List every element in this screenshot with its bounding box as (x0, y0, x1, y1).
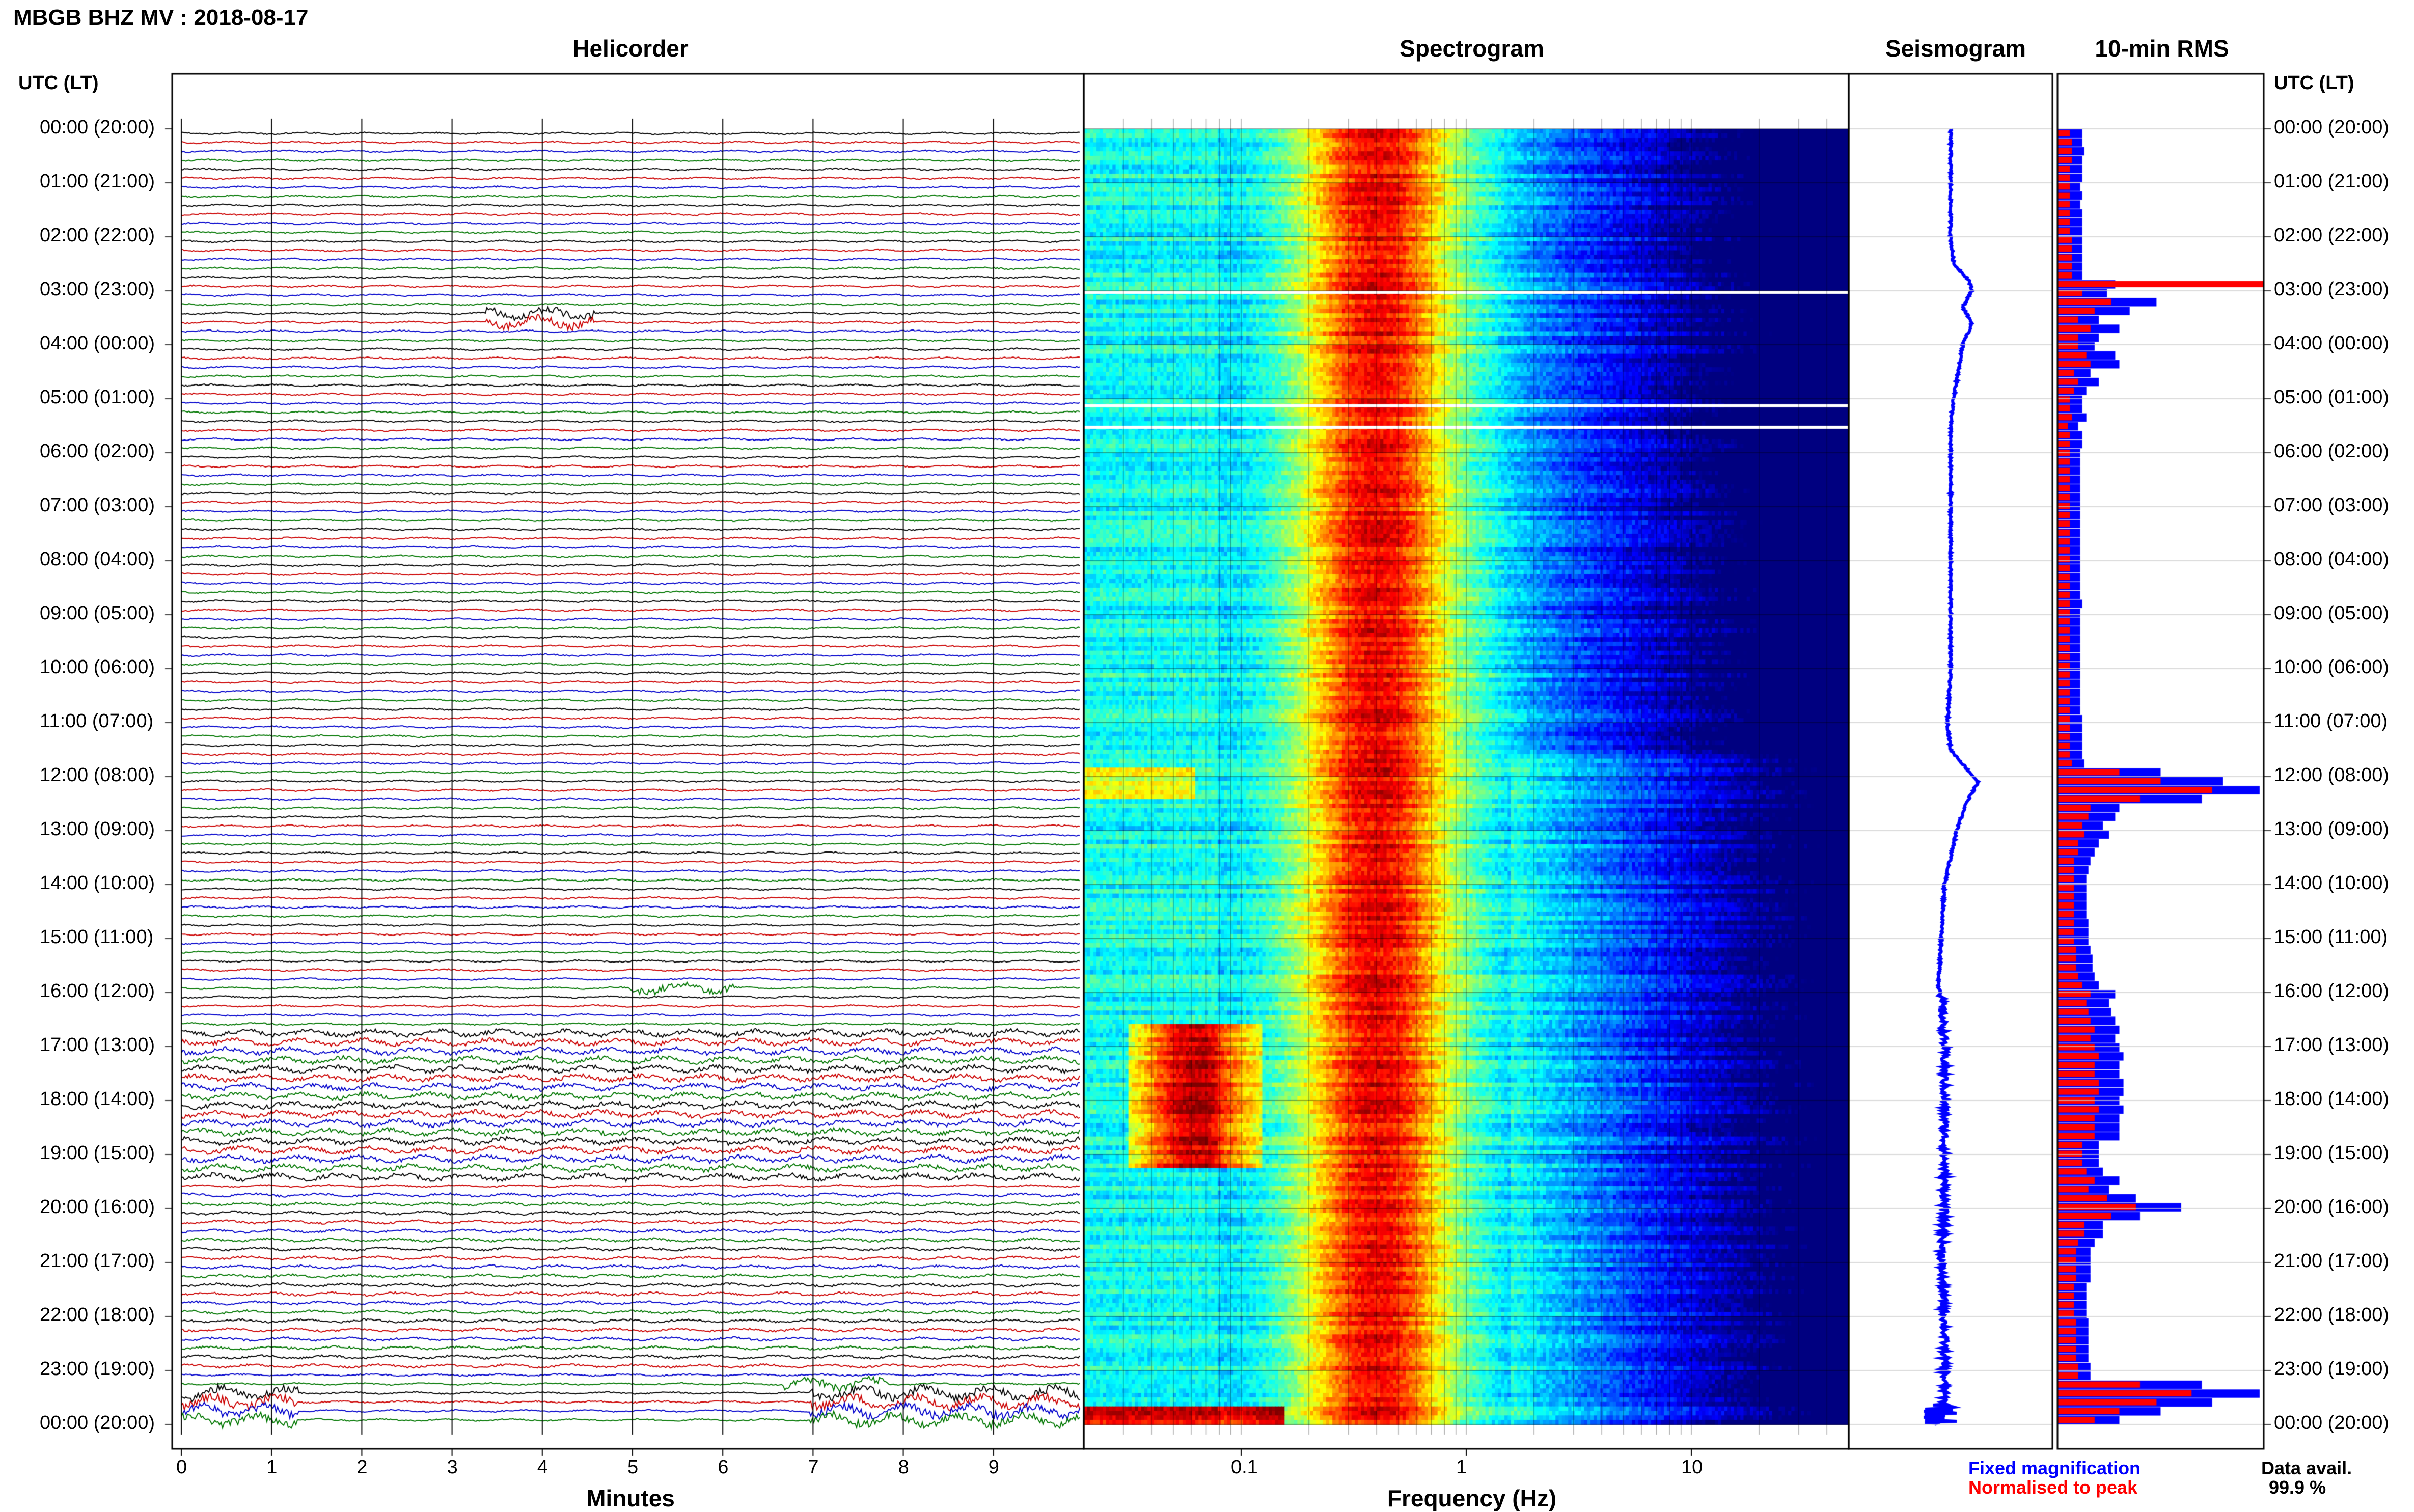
data-avail-label: Data avail. (2261, 1458, 2352, 1478)
time-label-left: 16:00 (12:00) (40, 980, 155, 1002)
spectrogram-title: Spectrogram (1400, 35, 1544, 62)
time-label-left: 07:00 (03:00) (40, 494, 155, 516)
time-label-right: 08:00 (04:00) (2274, 548, 2390, 570)
time-label-right: 14:00 (10:00) (2274, 872, 2390, 894)
station-title: MBGB BHZ MV : 2018-08-17 (13, 5, 309, 30)
time-label-left: 03:00 (23:00) (40, 279, 155, 300)
time-label-right: 00:00 (20:00) (2274, 1412, 2390, 1434)
time-label-left: 02:00 (22:00) (40, 225, 155, 246)
spectrogram-tick-label: 1 (1456, 1456, 1467, 1478)
time-label-right: 21:00 (17:00) (2274, 1250, 2390, 1272)
time-label-left: 23:00 (19:00) (40, 1358, 155, 1380)
time-label-left: 20:00 (16:00) (40, 1196, 155, 1218)
time-label-left: 15:00 (11:00) (40, 926, 154, 948)
data-avail-value: 99.9 % (2269, 1477, 2326, 1498)
time-label-right: 23:00 (19:00) (2274, 1358, 2390, 1380)
time-label-right: 15:00 (11:00) (2274, 926, 2388, 948)
seismogram-title: Seismogram (1885, 35, 2026, 62)
time-label-right: 07:00 (03:00) (2274, 494, 2390, 516)
helicorder-tick-label: 2 (356, 1456, 368, 1478)
time-label-right: 02:00 (22:00) (2274, 225, 2390, 246)
helicorder-tick-label: 3 (447, 1456, 458, 1478)
time-label-left: 06:00 (02:00) (40, 441, 155, 462)
time-label-left: 00:00 (20:00) (40, 117, 155, 138)
legend-fixed: Fixed magnification (1968, 1458, 2141, 1478)
time-label-right: 09:00 (05:00) (2274, 602, 2390, 624)
time-label-right: 17:00 (13:00) (2274, 1034, 2390, 1056)
helicorder-tick-label: 1 (266, 1456, 278, 1478)
time-label-right: 19:00 (15:00) (2274, 1142, 2390, 1164)
spectrogram-xlabel: Frequency (Hz) (1387, 1485, 1557, 1511)
helicorder-xlabel: Minutes (586, 1485, 675, 1511)
helicorder-tick-label: 8 (898, 1456, 909, 1478)
time-label-left: 10:00 (06:00) (40, 656, 155, 678)
time-label-left: 18:00 (14:00) (40, 1088, 155, 1110)
spectrogram-tick-label: 10 (1681, 1456, 1703, 1478)
time-label-left: 14:00 (10:00) (40, 872, 155, 894)
time-label-left: 04:00 (00:00) (40, 333, 155, 354)
time-label-left: 11:00 (07:00) (40, 710, 154, 732)
utc-header-left: UTC (LT) (18, 72, 99, 94)
time-label-right: 12:00 (08:00) (2274, 764, 2390, 786)
time-label-right: 13:00 (09:00) (2274, 818, 2390, 840)
time-label-left: 19:00 (15:00) (40, 1142, 155, 1164)
time-label-left: 09:00 (05:00) (40, 602, 155, 624)
time-label-right: 05:00 (01:00) (2274, 387, 2390, 408)
time-label-left: 05:00 (01:00) (40, 387, 155, 408)
time-label-left: 01:00 (21:00) (40, 171, 155, 192)
time-label-right: 22:00 (18:00) (2274, 1304, 2390, 1326)
time-label-right: 10:00 (06:00) (2274, 656, 2390, 678)
helicorder-tick-label: 9 (988, 1456, 999, 1478)
time-label-left: 17:00 (13:00) (40, 1034, 155, 1056)
time-label-right: 01:00 (21:00) (2274, 171, 2390, 192)
spectrogram-tick-label: 0.1 (1230, 1456, 1258, 1478)
time-label-right: 18:00 (14:00) (2274, 1088, 2390, 1110)
time-label-right: 03:00 (23:00) (2274, 279, 2390, 300)
helicorder-tick-label: 7 (808, 1456, 819, 1478)
legend-normalised: Normalised to peak (1968, 1477, 2138, 1498)
helicorder-tick-label: 5 (627, 1456, 639, 1478)
time-label-left: 00:00 (20:00) (40, 1412, 155, 1434)
time-label-right: 06:00 (02:00) (2274, 441, 2390, 462)
time-label-left: 22:00 (18:00) (40, 1304, 155, 1326)
helicorder-tick-label: 0 (176, 1456, 187, 1478)
time-label-left: 12:00 (08:00) (40, 764, 155, 786)
utc-header-right: UTC (LT) (2274, 72, 2354, 94)
time-label-right: 11:00 (07:00) (2274, 710, 2388, 732)
time-label-right: 04:00 (00:00) (2274, 333, 2390, 354)
time-label-left: 21:00 (17:00) (40, 1250, 155, 1272)
time-label-right: 20:00 (16:00) (2274, 1196, 2390, 1218)
helicorder-tick-label: 6 (718, 1456, 729, 1478)
helicorder-tick-label: 4 (537, 1456, 548, 1478)
time-label-right: 16:00 (12:00) (2274, 980, 2390, 1002)
time-label-left: 08:00 (04:00) (40, 548, 155, 570)
helicorder-title: Helicorder (572, 35, 689, 62)
time-label-left: 13:00 (09:00) (40, 818, 155, 840)
time-label-right: 00:00 (20:00) (2274, 117, 2390, 138)
rms-title: 10-min RMS (2095, 35, 2229, 62)
